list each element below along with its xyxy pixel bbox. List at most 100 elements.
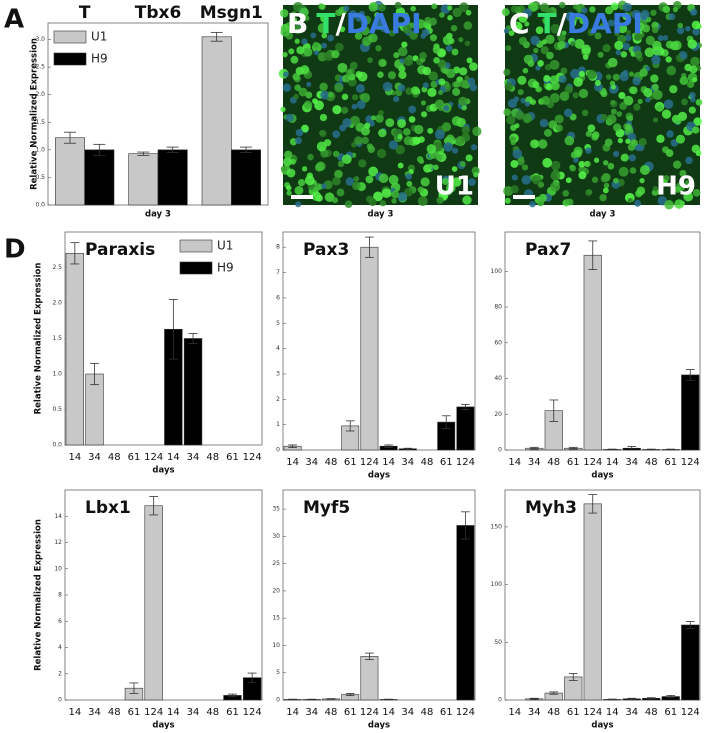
cell [622,2,632,12]
counterstain-label: DAPI [346,7,422,40]
cell [280,165,288,173]
cell [510,139,516,146]
cell [395,145,405,155]
cell [540,46,549,55]
cell [345,69,353,76]
cell [447,5,453,11]
bar [231,149,261,206]
chart-title: Pax3 [303,240,349,260]
cell [280,9,289,18]
error-bar [345,693,355,697]
x-tick-label: 34 [401,457,414,468]
cell [508,30,515,36]
cell [565,177,572,184]
error-bar [529,697,539,700]
cell [456,117,466,128]
cell [635,190,643,198]
cell [570,40,576,47]
x-tick-label: 48 [108,707,121,718]
cell [303,100,313,110]
cell [332,176,341,186]
cell [304,15,310,21]
cell [379,200,387,207]
cell [301,124,309,133]
cell [293,24,303,35]
cell [562,189,570,197]
cell [637,98,643,105]
cell [445,188,453,196]
cell [560,67,568,75]
error-bar [137,151,150,156]
x-axis-title: days [591,721,613,730]
error-bar [568,673,578,681]
cell [605,74,612,80]
cell [319,130,327,138]
x-tick-label: 48 [547,457,560,468]
x-axis-title: days [368,471,390,481]
cell [629,86,638,95]
cell [542,157,553,168]
x-tick-label: 34 [305,707,318,718]
cell [445,134,455,144]
cell [623,95,634,106]
x-tick-label: 124 [583,707,602,718]
cell [327,34,334,42]
error-bar [307,698,317,701]
cell [581,109,589,117]
cell [280,27,290,37]
cell [570,151,578,159]
cell [418,158,425,165]
cell [286,185,292,191]
cell [441,177,449,185]
bar [201,36,232,206]
x-tick-label: 34 [625,457,638,468]
cell [427,163,434,170]
cell [290,11,297,17]
chart-title: Pax7 [525,240,571,260]
cell [351,103,358,110]
cell [501,8,510,17]
y-tick-label: 5 [276,320,280,327]
cell [669,41,679,51]
cell [471,166,480,175]
cell [668,13,676,21]
cell [441,122,452,132]
cell [574,38,585,49]
cell [550,81,560,91]
cell [594,32,602,40]
scale-bar [291,195,313,199]
cell [451,166,458,172]
y-tick-label: 6 [58,618,62,625]
cell [310,32,317,39]
cell [633,103,641,111]
cell [342,118,352,128]
image-label: U1 [435,172,474,202]
plot-frame [504,489,701,701]
y-tick-label: 7 [276,269,280,276]
cell [681,98,688,106]
x-axis-title: day 3 [590,210,616,220]
cell [665,149,674,157]
cell [573,157,579,163]
cell [650,9,657,16]
cell [313,50,320,56]
cell [301,166,308,172]
cell [539,118,549,128]
cell [385,118,395,128]
error-bar [384,698,393,701]
cell [398,70,407,79]
error-bar [646,448,656,451]
cell [607,162,615,170]
y-tick-label: 80 [494,304,502,311]
cell [452,7,462,18]
legend-swatch [179,261,213,275]
cell [417,186,425,193]
cell [613,177,619,184]
cell [541,95,551,105]
cell [427,87,437,98]
image-label: H9 [656,172,696,202]
cell [452,87,461,96]
cell [572,92,579,99]
cell [666,130,674,138]
cell [559,91,570,102]
